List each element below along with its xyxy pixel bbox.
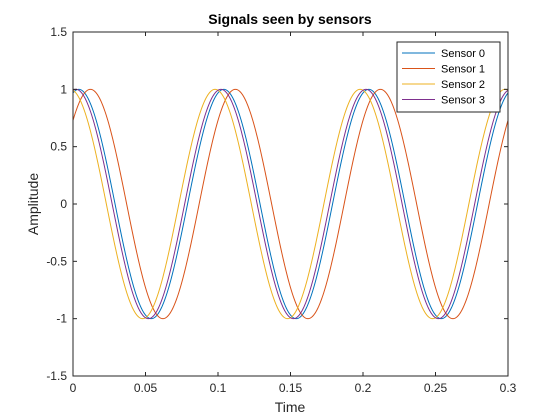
y-axis-title: Amplitude	[25, 173, 41, 235]
chart-title: Signals seen by sensors	[208, 11, 372, 27]
legend: Sensor 0 Sensor 1 Sensor 2 Sensor 3	[396, 41, 501, 113]
y-axis: -1.5 -1 -0.5 0 0.5 1 1.5	[46, 25, 508, 383]
series-line-sensor-0	[72, 88, 509, 320]
y-tick-label: -1.5	[46, 369, 67, 383]
y-tick-label: 0	[60, 197, 67, 211]
legend-label-sensor-1: Sensor 1	[441, 64, 485, 76]
legend-label-sensor-3: Sensor 3	[441, 95, 485, 107]
x-tick-label: 0.3	[500, 381, 517, 395]
y-tick-label: 1.5	[50, 25, 67, 39]
x-axis-title: Time	[275, 399, 306, 415]
x-tick-label: 0.2	[355, 381, 372, 395]
y-tick-label: -1	[56, 312, 67, 326]
legend-label-sensor-0: Sensor 0	[441, 48, 485, 60]
series-line-sensor-3	[72, 88, 509, 320]
y-tick-label: 1	[60, 82, 67, 96]
x-axis: 0 0.05 0.1 0.15 0.2 0.25 0.3	[70, 32, 517, 395]
x-tick-label: 0.05	[134, 381, 158, 395]
x-tick-label: 0.1	[210, 381, 227, 395]
x-tick-label: 0.15	[279, 381, 303, 395]
y-tick-label: -0.5	[46, 254, 67, 268]
series-line-sensor-1	[72, 88, 509, 320]
series-layer	[72, 88, 509, 320]
legend-label-sensor-2: Sensor 2	[441, 79, 485, 91]
y-tick-label: 0.5	[50, 140, 67, 154]
legend-box	[396, 41, 501, 113]
x-tick-label: 0.25	[424, 381, 448, 395]
x-tick-label: 0	[70, 381, 77, 395]
